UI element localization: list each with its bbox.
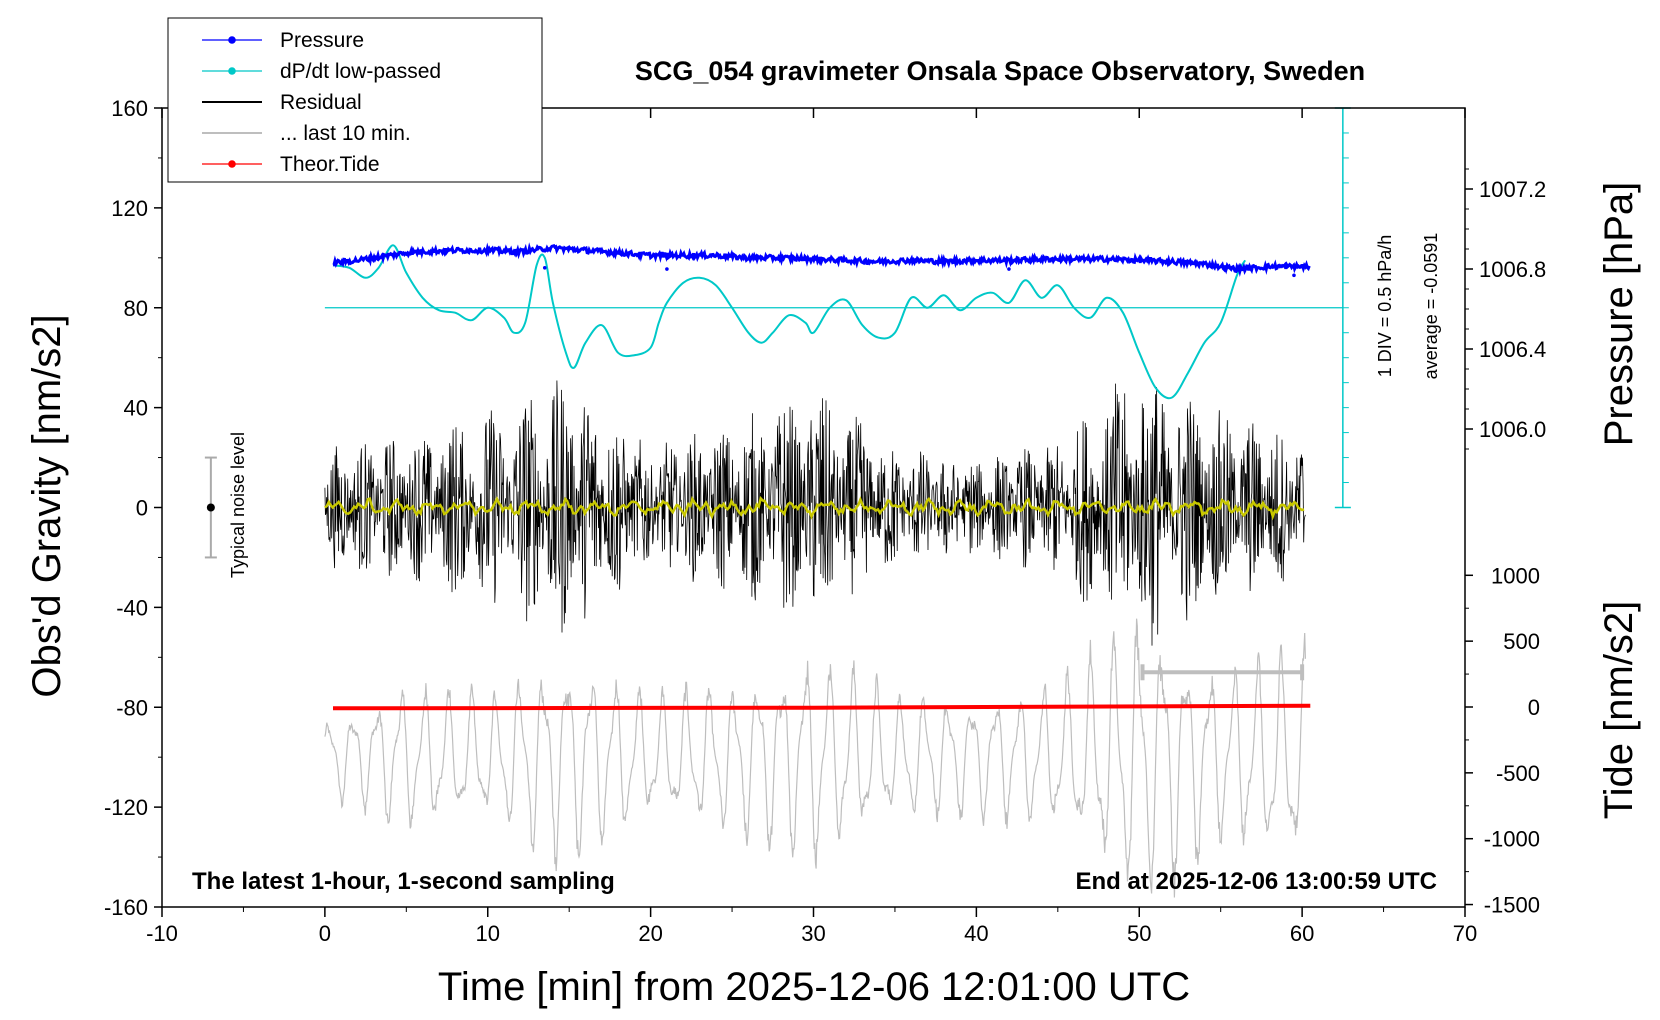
caption-bottom-right: End at 2025-12-06 13:00:59 UTC bbox=[1076, 868, 1438, 895]
x-axis-ticks: -10 0 10 20 30 40 50 60 70 bbox=[146, 108, 1477, 946]
y-tick-label: 120 bbox=[111, 196, 148, 221]
y-tick-label: -120 bbox=[104, 795, 148, 820]
legend-entries: Pressure dP/dt low-passed Residual ... last… bbox=[202, 29, 441, 176]
plot-area bbox=[324, 242, 1343, 898]
pressure-axis-ticks: 1006.0 1006.4 1006.8 1007.2 bbox=[1465, 168, 1546, 450]
legend: Pressure dP/dt low-passed Residual ... last… bbox=[167, 17, 543, 183]
y-tick-label: 0 bbox=[136, 496, 148, 521]
tide-tick-label: 500 bbox=[1503, 629, 1540, 654]
dpdt-lowpass-line bbox=[332, 244, 1246, 400]
x-tick-label: 60 bbox=[1290, 921, 1314, 946]
x-tick-label: 50 bbox=[1127, 921, 1151, 946]
average-label: average = -0.0591 bbox=[1421, 233, 1441, 380]
x-axis-title: Time [min] from 2025-12-06 12:01:00 UTC bbox=[438, 965, 1190, 1009]
noise-bar-center bbox=[206, 503, 215, 512]
tide-axis-ticks: -1500 -1000 -500 0 500 1000 bbox=[1465, 563, 1540, 918]
y-tick-label: 40 bbox=[124, 396, 148, 421]
y-tick-label: 80 bbox=[124, 296, 148, 321]
pressure-point bbox=[542, 266, 547, 270]
pressure-point bbox=[1292, 273, 1296, 278]
x-tick-label: 40 bbox=[964, 921, 988, 946]
residual-lowpass-line bbox=[324, 495, 1305, 521]
legend-label: Residual bbox=[280, 91, 362, 114]
legend-marker bbox=[228, 160, 236, 168]
chart-title: SCG_054 gravimeter Onsala Space Observat… bbox=[635, 56, 1365, 86]
y-tick-label: -80 bbox=[116, 695, 148, 720]
noise-level-label: Typical noise level bbox=[228, 432, 248, 578]
y-tick-label: 160 bbox=[111, 96, 148, 121]
pressure-point bbox=[1007, 267, 1011, 271]
pressure-tick-label: 1006.4 bbox=[1479, 337, 1546, 362]
x-tick-label: 10 bbox=[476, 921, 500, 946]
y-tick-label: -40 bbox=[116, 595, 148, 620]
y-axis-ticks: -160 -120 -80 -40 0 40 80 120 160 bbox=[104, 96, 162, 920]
tide-tick-label: 0 bbox=[1528, 695, 1540, 720]
legend-label: ... last 10 min. bbox=[280, 122, 411, 145]
theoretical-tide-line bbox=[332, 703, 1311, 711]
pressure-point bbox=[665, 267, 669, 271]
x-tick-label: 70 bbox=[1453, 921, 1477, 946]
tide-tick-label: 1000 bbox=[1491, 563, 1540, 588]
residual-line bbox=[324, 380, 1306, 646]
legend-label: Pressure bbox=[280, 29, 364, 52]
legend-marker bbox=[228, 67, 236, 75]
legend-box bbox=[167, 17, 543, 183]
pressure-tick-label: 1006.8 bbox=[1479, 257, 1546, 282]
x-tick-label: 0 bbox=[319, 921, 331, 946]
plot-layer bbox=[204, 107, 1351, 898]
tide-tick-label: -500 bbox=[1496, 761, 1540, 786]
y-axis-title-pressure: Pressure [hPa] bbox=[1597, 182, 1641, 447]
x-tick-label: 30 bbox=[801, 921, 825, 946]
pressure-tick-label: 1007.2 bbox=[1479, 177, 1546, 202]
tide-tick-label: -1000 bbox=[1484, 827, 1540, 852]
pressure-line bbox=[332, 242, 1311, 278]
legend-marker bbox=[228, 36, 236, 44]
y-tick-label: -160 bbox=[104, 895, 148, 920]
legend-label: Theor.Tide bbox=[280, 153, 380, 176]
last-10min-line bbox=[324, 618, 1306, 898]
y-axis-title-left: Obs'd Gravity [nm/s2] bbox=[25, 314, 69, 697]
x-tick-label: 20 bbox=[638, 921, 662, 946]
dpdt-div-label: 1 DIV = 0.5 hPa/h bbox=[1375, 235, 1395, 378]
tide-tick-label: -1500 bbox=[1484, 893, 1540, 918]
caption-bottom-left: The latest 1-hour, 1-second sampling bbox=[192, 868, 615, 895]
x-tick-label: -10 bbox=[146, 921, 178, 946]
y-axis-title-tide: Tide [nm/s2] bbox=[1597, 601, 1641, 820]
pressure-tick-label: 1006.0 bbox=[1479, 417, 1546, 442]
legend-label: dP/dt low-passed bbox=[280, 60, 441, 83]
